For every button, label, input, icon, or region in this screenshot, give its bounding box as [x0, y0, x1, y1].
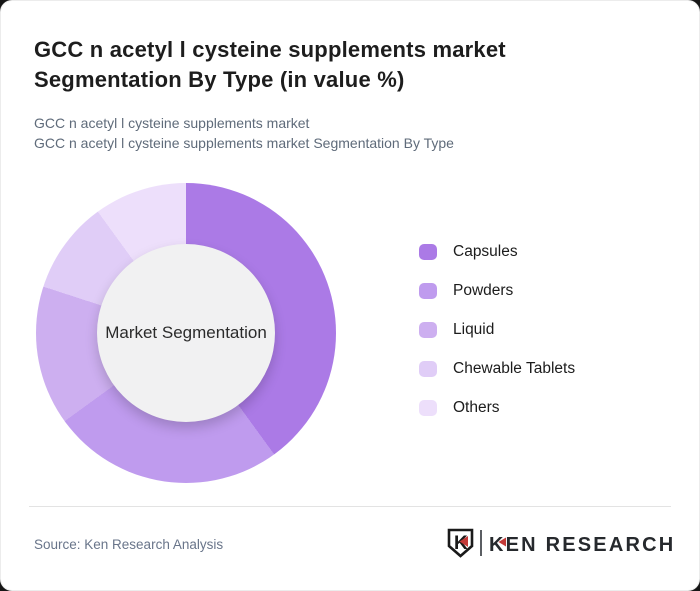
- legend-swatch: [419, 399, 437, 416]
- donut-chart: Market Segmentation: [36, 183, 336, 483]
- subtitle-line-1: GCC n acetyl l cysteine supplements mark…: [34, 115, 310, 131]
- page-title: GCC n acetyl l cysteine supplements mark…: [34, 37, 506, 92]
- legend-item-liquid: Liquid: [419, 321, 575, 338]
- legend-label: Chewable Tablets: [453, 359, 576, 377]
- legend-swatch: [419, 360, 437, 377]
- chart-subtitle: GCC n acetyl l cysteine supplements mark…: [34, 113, 454, 153]
- legend: Capsules Powders Liquid Chewable Tablets Oth…: [419, 243, 575, 416]
- donut-center: Market Segmentation: [97, 244, 275, 422]
- source-text: Source: Ken Research Analysis: [34, 537, 224, 552]
- legend-label: Others: [453, 398, 500, 416]
- svg-text:K: K: [454, 533, 468, 554]
- logo-brand-text: KEN RESEARCH: [489, 534, 673, 556]
- shield-icon: K: [447, 528, 474, 558]
- donut-center-label: Market Segmentation: [105, 323, 267, 342]
- ken-research-logo: K KEN RESEARCH: [447, 528, 673, 558]
- legend-swatch: [419, 282, 437, 299]
- logo-brand-red-triangle: [498, 537, 506, 547]
- legend-swatch: [419, 243, 437, 260]
- subtitle-line-2: GCC n acetyl l cysteine supplements mark…: [34, 135, 454, 151]
- legend-item-capsules: Capsules: [419, 243, 575, 260]
- legend-item-powders: Powders: [419, 282, 575, 299]
- logo-divider: [480, 530, 482, 556]
- legend-label: Capsules: [453, 242, 518, 260]
- legend-label: Liquid: [453, 320, 495, 338]
- legend-item-others: Others: [419, 399, 575, 416]
- legend-label: Powders: [453, 281, 514, 299]
- footer-divider: [29, 506, 671, 507]
- legend-swatch: [419, 321, 437, 338]
- legend-item-chewable-tablets: Chewable Tablets: [419, 360, 575, 377]
